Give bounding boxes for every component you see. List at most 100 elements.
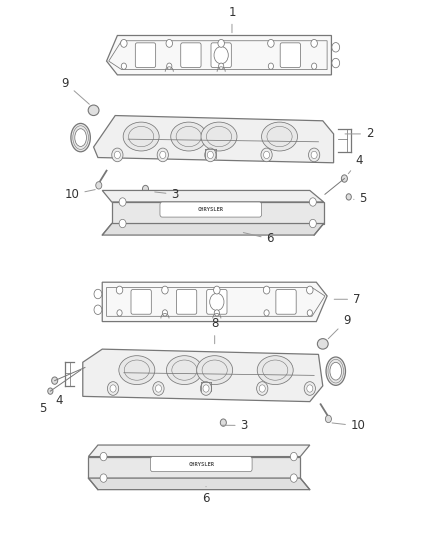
Text: 5: 5	[353, 192, 367, 205]
Circle shape	[100, 474, 107, 482]
Text: 3: 3	[222, 419, 248, 432]
FancyBboxPatch shape	[160, 202, 261, 217]
FancyBboxPatch shape	[181, 43, 201, 68]
Circle shape	[153, 382, 164, 395]
Ellipse shape	[197, 356, 233, 385]
Circle shape	[120, 39, 127, 47]
Circle shape	[311, 151, 317, 159]
Text: 6: 6	[202, 487, 210, 505]
Circle shape	[304, 382, 315, 395]
Polygon shape	[88, 457, 300, 478]
Circle shape	[325, 415, 332, 423]
Ellipse shape	[326, 357, 346, 385]
Circle shape	[341, 175, 347, 182]
Ellipse shape	[119, 356, 155, 385]
Circle shape	[205, 148, 216, 161]
Circle shape	[259, 385, 265, 392]
Circle shape	[107, 382, 119, 395]
Text: 10: 10	[64, 188, 95, 201]
Text: 3: 3	[155, 188, 179, 201]
Circle shape	[210, 293, 224, 311]
FancyBboxPatch shape	[211, 43, 231, 68]
Text: 9: 9	[328, 314, 350, 339]
Text: CHRYSLER: CHRYSLER	[188, 462, 214, 466]
Ellipse shape	[166, 356, 202, 385]
Polygon shape	[106, 36, 332, 75]
Circle shape	[309, 198, 316, 206]
Ellipse shape	[318, 338, 328, 349]
Circle shape	[311, 39, 318, 47]
Polygon shape	[88, 478, 310, 490]
Circle shape	[94, 289, 102, 298]
Text: 7: 7	[334, 293, 360, 306]
Text: 9: 9	[62, 77, 89, 104]
Circle shape	[308, 148, 320, 161]
Ellipse shape	[257, 356, 293, 385]
FancyBboxPatch shape	[131, 289, 151, 314]
Circle shape	[257, 382, 268, 395]
Circle shape	[119, 198, 126, 206]
Circle shape	[264, 151, 270, 159]
Circle shape	[48, 388, 53, 394]
Circle shape	[346, 194, 351, 200]
Circle shape	[264, 310, 269, 316]
Circle shape	[167, 63, 172, 69]
Circle shape	[100, 453, 107, 461]
Circle shape	[162, 286, 168, 294]
Ellipse shape	[71, 124, 90, 152]
Circle shape	[114, 151, 120, 159]
Text: CHRYSLER: CHRYSLER	[198, 207, 224, 212]
Ellipse shape	[123, 122, 159, 151]
Circle shape	[220, 419, 226, 426]
Ellipse shape	[171, 122, 207, 151]
Circle shape	[201, 382, 212, 395]
FancyBboxPatch shape	[276, 289, 296, 314]
Circle shape	[119, 219, 126, 228]
Circle shape	[214, 310, 219, 316]
Circle shape	[142, 185, 148, 193]
FancyBboxPatch shape	[207, 289, 227, 314]
Circle shape	[52, 377, 58, 384]
Polygon shape	[102, 282, 327, 321]
Ellipse shape	[88, 105, 99, 116]
FancyBboxPatch shape	[135, 43, 155, 68]
Circle shape	[332, 43, 339, 52]
Circle shape	[117, 310, 122, 316]
Ellipse shape	[261, 122, 297, 151]
Circle shape	[268, 39, 274, 47]
Text: 5: 5	[39, 402, 46, 415]
Circle shape	[157, 148, 168, 161]
Polygon shape	[88, 445, 310, 457]
Circle shape	[96, 182, 102, 189]
FancyBboxPatch shape	[151, 457, 252, 472]
Circle shape	[219, 63, 224, 69]
Circle shape	[155, 385, 162, 392]
Circle shape	[110, 385, 116, 392]
Circle shape	[94, 305, 102, 314]
Circle shape	[307, 286, 313, 294]
Text: 8: 8	[211, 317, 219, 344]
Text: 2: 2	[345, 127, 374, 140]
FancyBboxPatch shape	[177, 289, 197, 314]
Circle shape	[214, 286, 220, 294]
Circle shape	[166, 39, 173, 47]
Circle shape	[307, 310, 312, 316]
Circle shape	[218, 39, 224, 47]
Ellipse shape	[330, 362, 342, 380]
Circle shape	[332, 58, 339, 68]
Text: 4: 4	[55, 394, 63, 407]
Circle shape	[307, 385, 313, 392]
Circle shape	[214, 46, 228, 64]
Polygon shape	[83, 349, 323, 402]
Circle shape	[162, 310, 168, 316]
Circle shape	[263, 286, 270, 294]
Text: 1: 1	[228, 6, 236, 33]
Circle shape	[268, 63, 273, 69]
Polygon shape	[112, 202, 324, 223]
Circle shape	[207, 151, 213, 159]
Polygon shape	[102, 223, 324, 235]
Circle shape	[160, 151, 166, 159]
FancyBboxPatch shape	[280, 43, 300, 68]
Circle shape	[309, 219, 316, 228]
Circle shape	[290, 474, 297, 482]
